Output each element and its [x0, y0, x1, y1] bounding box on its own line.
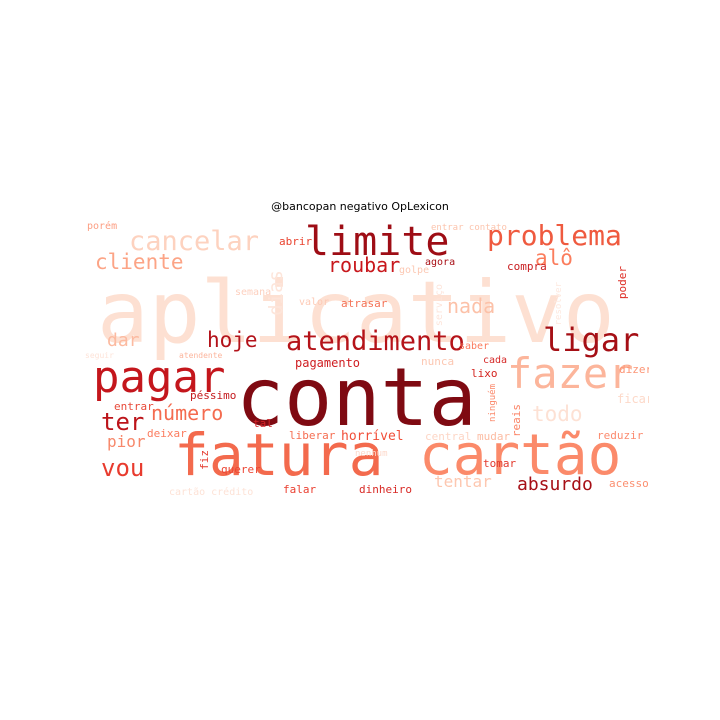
cloud-word: cancelar [129, 226, 260, 257]
cloud-word: dinheiro [359, 483, 412, 496]
cloud-word: porém [87, 221, 118, 232]
word-cloud: aplicativo conta fatura cartão pagar limite fa… [79, 218, 649, 500]
cloud-word: nenhum [355, 449, 388, 459]
cloud-word: limite [305, 219, 450, 265]
cloud-word: compra [507, 260, 547, 273]
cloud-word: ter [101, 408, 145, 436]
cloud-word: semana [235, 287, 272, 298]
cloud-word: cartão [419, 423, 622, 488]
cloud-word: hoje [207, 328, 258, 352]
cloud-word: fatura [174, 421, 384, 489]
cloud-word: tomar [483, 457, 517, 470]
cloud-word: roubar [328, 253, 401, 277]
cloud-word: entrar [114, 400, 154, 413]
cloud-word: pagar [93, 352, 226, 403]
cloud-word: saber [459, 341, 490, 352]
cloud-word: querer [221, 463, 261, 476]
cloud-word: alô [535, 246, 573, 270]
cloud-word: central [425, 430, 472, 443]
cloud-word: cliente [95, 250, 184, 274]
cloud-word: número [151, 401, 224, 425]
cloud-word: horrível [341, 429, 404, 444]
cloud-word: fiz [198, 450, 211, 470]
cloud-word: acesso [609, 477, 649, 490]
cloud-word: vou [101, 454, 145, 482]
cloud-word: ligar [543, 321, 640, 359]
cloud-word: pagamento [295, 356, 361, 370]
cloud-word: ninguém [488, 384, 498, 422]
cloud-word: falar [283, 483, 317, 496]
cloud-word: cartão crédito [169, 487, 254, 498]
cloud-word: todo [532, 402, 583, 426]
chart-title: @bancopan negativo OpLexicon [271, 200, 449, 213]
cloud-word: problema [487, 219, 622, 252]
cloud-word: abrir [279, 235, 313, 248]
cloud-word: tentar [434, 472, 492, 491]
cloud-word: atendimento [286, 326, 465, 357]
cloud-word: aplicativo [97, 263, 615, 363]
cloud-word: nunca [421, 355, 455, 368]
cloud-word: seguir [85, 351, 114, 360]
cloud-word: resolver [554, 282, 564, 326]
cloud-word: serviço [434, 284, 445, 327]
cloud-word: lixo [471, 367, 498, 380]
cloud-word: fazer [507, 349, 634, 398]
cloud-word: reais [510, 404, 523, 438]
cloud-word: valor [299, 297, 330, 308]
cloud-word: absurdo [517, 474, 593, 495]
cloud-word: poder [616, 266, 629, 300]
cloud-word: mudar [477, 430, 511, 443]
cloud-word: péssimo [190, 389, 237, 402]
cloud-word: agora [425, 257, 456, 268]
cloud-word: atrasar [341, 297, 388, 310]
cloud-word: reduzir [597, 429, 644, 442]
cloud-word: dizer [619, 363, 649, 376]
cloud-word: pior [107, 432, 146, 451]
cloud-word: atendente [179, 351, 223, 360]
cloud-word: entrar contato [431, 223, 507, 233]
cloud-word: golpe [399, 265, 430, 276]
cloud-word: dar [107, 330, 140, 351]
cloud-word: deixar [147, 427, 187, 440]
cloud-word: cada [483, 355, 508, 366]
cloud-word: conta [236, 351, 477, 444]
cloud-word: tal [253, 417, 273, 430]
cloud-word: nada [447, 294, 496, 318]
cloud-word: liberar [289, 429, 336, 442]
